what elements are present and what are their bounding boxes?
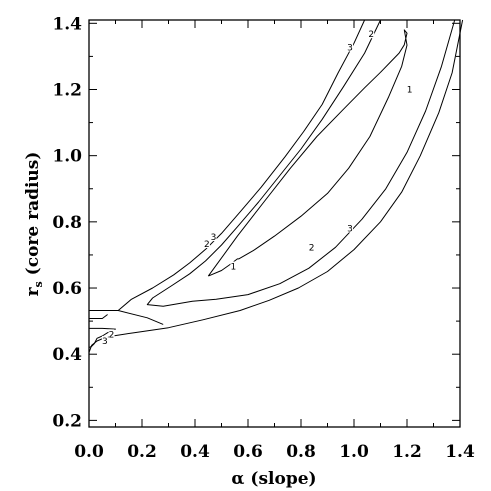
x-tick-label-5: 1.0	[339, 442, 369, 462]
x-tick-label-3: 0.6	[233, 442, 263, 462]
contour-level-3-line-6	[118, 310, 164, 325]
y-tick-label-1: 0.4	[52, 345, 82, 365]
y-tick-label-2: 0.6	[52, 279, 82, 299]
contour-label-bg-5	[230, 261, 237, 271]
contour-level-1-line-0	[207, 29, 408, 277]
y-axis-title: rs (core radius)	[23, 152, 45, 297]
contour-level-3-line-5	[89, 314, 108, 319]
y-tick-label-6: 1.4	[52, 14, 82, 34]
contour-label-9: 3	[102, 337, 108, 347]
contour-label-8: 2	[109, 330, 115, 340]
contour-label-3: 3	[211, 233, 217, 243]
y-tick-label-5: 1.2	[52, 80, 82, 100]
y-axis-title-symbol: r	[23, 286, 43, 296]
contour-label-1: 2	[368, 30, 374, 40]
plot-frame	[88, 19, 461, 428]
contour-label-6: 2	[309, 244, 315, 254]
contour-label-bg-8	[108, 329, 115, 339]
contour-label-7: 3	[347, 224, 353, 234]
y-tick-label-4: 1.0	[52, 147, 82, 167]
contour-label-4: 2	[204, 240, 210, 250]
y-axis-title-subscript: s	[32, 281, 45, 287]
x-tick-label-1: 0.2	[127, 442, 157, 462]
contour-label-0: 3	[347, 43, 353, 53]
y-axis-title-suffix: (core radius)	[23, 152, 43, 282]
y-tick-label-3: 0.8	[52, 213, 82, 233]
x-axis-title: α (slope)	[231, 469, 316, 489]
contour-level-2-line-1	[146, 19, 456, 307]
contour-label-bg-2	[406, 84, 413, 94]
contour-level-3-line-4	[89, 19, 366, 311]
contour-label-5: 1	[231, 263, 237, 273]
x-tick-label-4: 0.8	[286, 442, 316, 462]
contour-label-bg-3	[210, 232, 217, 242]
contour-label-bg-7	[347, 223, 354, 233]
contour-label-bg-4	[203, 239, 210, 249]
contour-label-bg-6	[308, 242, 315, 252]
y-axis-ticks: 0.2 0.4 0.6 0.8 1.0 1.2 1.4	[52, 14, 460, 431]
x-tick-label-0: 0.0	[74, 442, 104, 462]
x-tick-label-7: 1.4	[445, 442, 475, 462]
x-tick-label-6: 1.2	[392, 442, 422, 462]
contour-label-bg-1	[368, 29, 375, 39]
y-tick-label-0: 0.2	[52, 411, 82, 431]
contour-label-bg-0	[347, 42, 354, 52]
contour-lines	[88, 19, 464, 353]
x-axis-ticks: 0.0 0.2 0.4 0.6 0.8 1.0 1.2 1.4	[74, 20, 475, 462]
contour-label-bg-9	[101, 335, 108, 345]
x-tick-label-2: 0.4	[180, 442, 210, 462]
contour-label-2: 1	[407, 85, 413, 95]
